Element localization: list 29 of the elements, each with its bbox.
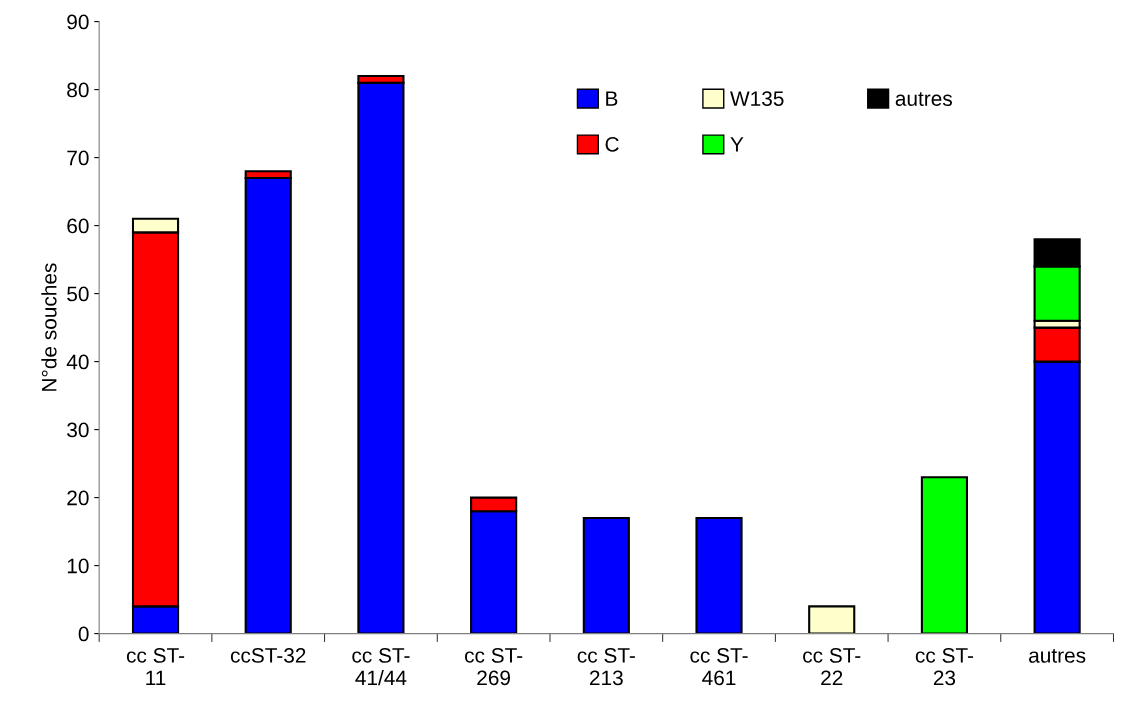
bar xyxy=(920,476,969,634)
bar xyxy=(582,516,630,634)
y-tick-label: 10 xyxy=(67,558,89,574)
bar xyxy=(695,516,743,634)
legend-label: C xyxy=(605,137,619,152)
y-tick-label: 40 xyxy=(66,354,89,370)
legend-label: Y xyxy=(730,137,744,152)
y-tick-label: 90 xyxy=(67,14,89,30)
x-tick-label: cc ST- 41/44 xyxy=(352,648,410,686)
x-tick-label: cc ST- 269 xyxy=(464,648,523,686)
x-tick-label: cc ST- 213 xyxy=(577,648,635,686)
y-tick-label: 60 xyxy=(67,218,89,234)
y-tick-label: 80 xyxy=(67,82,89,98)
x-tick-label: cc ST- 22 xyxy=(803,648,861,686)
x-tick-label: autres xyxy=(1029,649,1086,663)
x-tick-label: cc ST- 461 xyxy=(690,648,748,686)
bar xyxy=(808,605,856,634)
legend-label: autres xyxy=(895,92,952,106)
y-tick-label: 30 xyxy=(67,422,89,438)
y-axis-title: N°de souches xyxy=(41,263,57,391)
x-tick-label: ccST-32 xyxy=(230,648,306,663)
y-tick-label: 70 xyxy=(67,150,89,166)
x-tick-label: cc ST- 23 xyxy=(915,648,974,686)
x-tick-label: cc ST- 11 xyxy=(126,648,185,686)
y-tick-label: 0 xyxy=(78,626,89,642)
legend-label: B xyxy=(606,91,618,106)
y-tick-label: 20 xyxy=(67,490,89,506)
y-tick-label: 50 xyxy=(67,286,89,302)
legend-label: W135 xyxy=(730,91,784,106)
